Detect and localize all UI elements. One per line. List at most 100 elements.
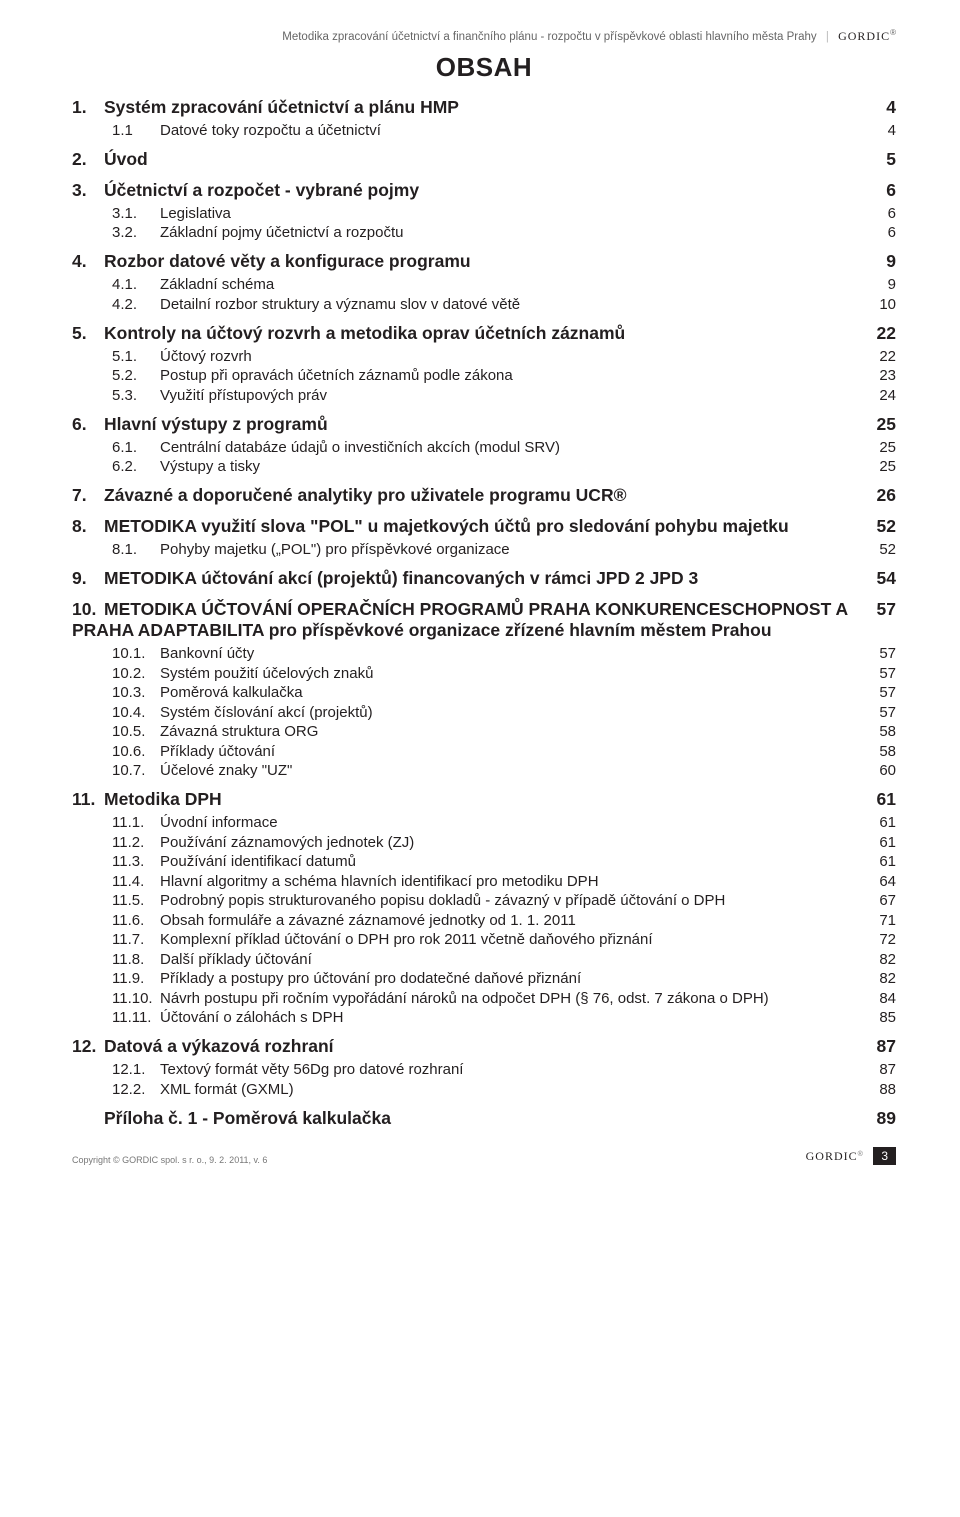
toc-entry-number: 11.2. <box>112 834 160 851</box>
toc-entry-page: 61 <box>863 834 896 851</box>
toc-entry-number: 11.6. <box>112 912 160 929</box>
toc-entry-page: 57 <box>863 665 896 682</box>
toc-entry-number: 1.1 <box>112 122 160 139</box>
toc-entry-page: 54 <box>861 568 896 589</box>
toc-entry-label: 8.1.Pohyby majetku („POL") pro příspěvko… <box>112 541 863 558</box>
toc-entry-number: 8. <box>72 516 104 537</box>
toc-entry-label: 8.METODIKA využití slova "POL" u majetko… <box>72 516 861 537</box>
toc-entry-title: Legislativa <box>160 205 231 222</box>
toc-entry-page: 82 <box>863 951 896 968</box>
toc-entry-label: Příloha č. 1 - Poměrová kalkulačka <box>72 1108 861 1129</box>
toc-entry-page: 6 <box>870 180 896 201</box>
toc-entry-number: 6.1. <box>112 439 160 456</box>
toc-entry-page: 58 <box>863 723 896 740</box>
toc-entry-label: 5.3.Využití přístupových práv <box>112 387 863 404</box>
toc-entry-title: Účelové znaky "UZ" <box>160 762 292 779</box>
toc-entry: 10.6.Příklady účtování58 <box>72 743 896 760</box>
toc-entry-number: 7. <box>72 485 104 506</box>
toc-entry: 12.2.XML formát (GXML)88 <box>72 1081 896 1098</box>
toc-entry-label: 6.2.Výstupy a tisky <box>112 458 863 475</box>
toc-entry: 10.5.Závazná struktura ORG58 <box>72 723 896 740</box>
toc-entry: 6.1.Centrální databáze údajů o investičn… <box>72 439 896 456</box>
toc-entry-page: 22 <box>861 323 896 344</box>
toc-entry-title: Metodika DPH <box>104 789 222 809</box>
toc-entry-number: 1. <box>72 97 104 118</box>
toc-entry-number: 11.5. <box>112 892 160 909</box>
toc-entry-page: 71 <box>863 912 896 929</box>
toc-entry-number: 6. <box>72 414 104 435</box>
page-footer: Copyright © GORDIC spol. s r. o., 9. 2. … <box>72 1147 896 1165</box>
page-number-box: 3 <box>873 1147 896 1165</box>
toc-entry-number: 3.1. <box>112 205 160 222</box>
toc-entry: 11.8.Další příklady účtování82 <box>72 951 896 968</box>
toc-entry-title: Návrh postupu při ročním vypořádání náro… <box>160 990 769 1007</box>
toc-entry-page: 22 <box>863 348 896 365</box>
toc-entry-title: Hlavní algoritmy a schéma hlavních ident… <box>160 873 599 890</box>
toc-entry-number: 10.5. <box>112 723 160 740</box>
toc-entry-title: Textový formát věty 56Dg pro datové rozh… <box>160 1061 463 1078</box>
toc-entry: 3.Účetnictví a rozpočet - vybrané pojmy6 <box>72 180 896 201</box>
toc-entry-page: 25 <box>863 458 896 475</box>
toc-entry-label: 4.2.Detailní rozbor struktury a významu … <box>112 296 863 313</box>
toc-entry-label: 11.7.Komplexní příklad účtování o DPH pr… <box>112 931 863 948</box>
toc-entry: 11.10.Návrh postupu při ročním vypořádán… <box>72 990 896 1007</box>
header-separator: | <box>826 31 829 43</box>
toc-entry-label: 3.Účetnictví a rozpočet - vybrané pojmy <box>72 180 870 201</box>
brand-name: GORDIC <box>838 29 890 43</box>
toc-entry-number: 12.2. <box>112 1081 160 1098</box>
toc-entry-page: 24 <box>863 387 896 404</box>
toc-entry-label: 5.2.Postup při opravách účetních záznamů… <box>112 367 863 384</box>
toc-entry-page: 72 <box>863 931 896 948</box>
toc-entry: 11.7.Komplexní příklad účtování o DPH pr… <box>72 931 896 948</box>
toc-entry-label: 4.1.Základní schéma <box>112 276 872 293</box>
toc-entry-label: 3.1.Legislativa <box>112 205 872 222</box>
toc-entry-page: 52 <box>861 516 896 537</box>
toc-entry-number: 11.7. <box>112 931 160 948</box>
toc-entry-label: 10.5.Závazná struktura ORG <box>112 723 863 740</box>
registered-mark: ® <box>890 28 896 37</box>
toc-entry-number: 10.4. <box>112 704 160 721</box>
toc-entry-label: 11.3.Používání identifikací datumů <box>112 853 863 870</box>
toc-entry-page: 87 <box>861 1036 896 1057</box>
toc-entry-page: 52 <box>863 541 896 558</box>
toc-entry-label: 9.METODIKA účtování akcí (projektů) fina… <box>72 568 861 589</box>
toc-entry: 8.METODIKA využití slova "POL" u majetko… <box>72 516 896 537</box>
toc-entry-page: 9 <box>870 251 896 272</box>
toc-entry-title: Používání záznamových jednotek (ZJ) <box>160 834 414 851</box>
toc-entry-title: Hlavní výstupy z programů <box>104 414 328 434</box>
toc-entry-number: 10.6. <box>112 743 160 760</box>
toc-entry-page: 60 <box>863 762 896 779</box>
toc-entry: 10.3.Poměrová kalkulačka57 <box>72 684 896 701</box>
toc-entry-label: 10.6.Příklady účtování <box>112 743 863 760</box>
toc-entry-page: 89 <box>861 1108 896 1129</box>
toc-entry-page: 84 <box>863 990 896 1007</box>
toc-entry: 3.1.Legislativa6 <box>72 205 896 222</box>
toc-entry-label: 10.4.Systém číslování akcí (projektů) <box>112 704 863 721</box>
toc-entry: 6.2.Výstupy a tisky25 <box>72 458 896 475</box>
toc-entry-label: 10.METODIKA ÚČTOVÁNÍ OPERAČNÍCH PROGRAMŮ… <box>72 599 861 641</box>
toc-entry: 5.Kontroly na účtový rozvrh a metodika o… <box>72 323 896 344</box>
toc-entry-label: 10.1.Bankovní účty <box>112 645 863 662</box>
toc-entry-title: Závazné a doporučené analytiky pro uživa… <box>104 485 626 505</box>
toc-entry-title: Datová a výkazová rozhraní <box>104 1036 334 1056</box>
toc-entry-page: 67 <box>863 892 896 909</box>
toc-entry: 1.Systém zpracování účetnictví a plánu H… <box>72 97 896 118</box>
toc-entry-title: Pohyby majetku („POL") pro příspěvkové o… <box>160 541 510 558</box>
toc-entry-label: 6.1.Centrální databáze údajů o investičn… <box>112 439 863 456</box>
toc-entry-label: 12.2.XML formát (GXML) <box>112 1081 863 1098</box>
toc-entry-number: 4.1. <box>112 276 160 293</box>
toc-entry-number: 11.8. <box>112 951 160 968</box>
toc-entry: 10.1.Bankovní účty57 <box>72 645 896 662</box>
toc-entry-label: 11.5.Podrobný popis strukturovaného popi… <box>112 892 863 909</box>
toc-entry: 2.Úvod5 <box>72 149 896 170</box>
toc-entry: 4.Rozbor datové věty a konfigurace progr… <box>72 251 896 272</box>
toc-entry-title: Účtování o zálohách s DPH <box>160 1009 343 1026</box>
toc-entry-number: 5.2. <box>112 367 160 384</box>
toc-entry-page: 25 <box>863 439 896 456</box>
toc-entry: 10.7.Účelové znaky "UZ"60 <box>72 762 896 779</box>
toc-entry-page: 88 <box>863 1081 896 1098</box>
toc-entry: 5.3.Využití přístupových práv24 <box>72 387 896 404</box>
toc-entry: 5.2.Postup při opravách účetních záznamů… <box>72 367 896 384</box>
toc-entry-number: 10.2. <box>112 665 160 682</box>
toc-entry-title: Účtový rozvrh <box>160 348 252 365</box>
